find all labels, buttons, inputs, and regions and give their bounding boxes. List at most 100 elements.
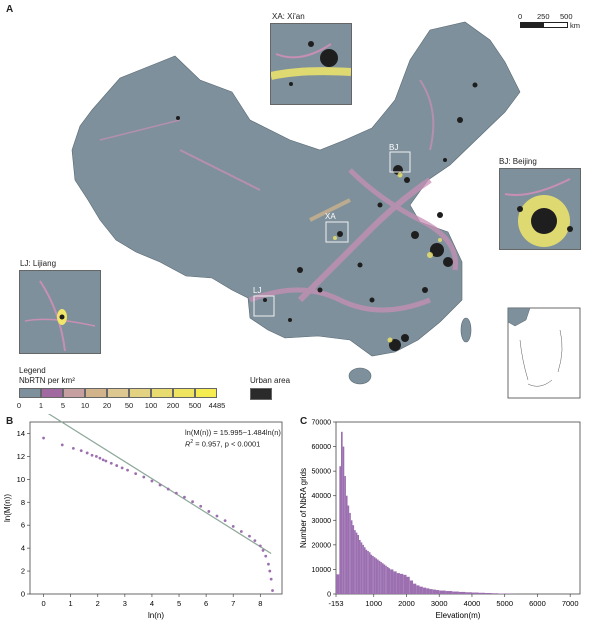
x-tick-label: 0 xyxy=(41,599,45,608)
data-point xyxy=(142,475,146,479)
panel-b-letter: B xyxy=(6,416,14,427)
taiwan-island xyxy=(460,317,472,343)
histogram-bar xyxy=(432,589,436,594)
data-point xyxy=(42,436,45,440)
legend-tick-label: 200 xyxy=(166,401,180,410)
histogram-bar xyxy=(347,505,350,594)
lj-inset-title: LJ: Lijiang xyxy=(20,259,57,268)
x-tick-label: 2 xyxy=(96,599,100,608)
y-tick-label: 60000 xyxy=(312,444,332,451)
data-point xyxy=(261,549,265,552)
xa-inset-title: XA: Xi'an xyxy=(272,12,305,21)
scale-tick-500: 500 xyxy=(560,12,573,21)
x-tick-label: 7 xyxy=(231,599,235,608)
histogram-bar xyxy=(478,592,486,594)
data-point xyxy=(215,514,219,518)
fit-line xyxy=(47,414,272,555)
data-point xyxy=(248,534,251,538)
china-mainland xyxy=(71,21,521,357)
legend-swatch xyxy=(195,388,217,398)
fit-equation: ln(M(n)) = 15.995−1.484ln(n) xyxy=(185,428,281,437)
hainan-island xyxy=(348,367,372,385)
x-tick-label: 5 xyxy=(177,599,181,608)
histogram-bar xyxy=(445,591,453,594)
bj-inset-map xyxy=(499,168,581,250)
histogram-bar xyxy=(352,525,355,594)
legend-tick-label: 10 xyxy=(80,401,90,410)
data-point xyxy=(134,472,138,475)
urban-legend-label: Urban area xyxy=(250,376,291,385)
histogram-bar xyxy=(349,512,351,594)
data-point xyxy=(223,519,227,523)
y-tick-label: 50000 xyxy=(312,469,332,476)
data-point xyxy=(239,530,243,533)
data-point xyxy=(158,483,162,487)
histogram-bar xyxy=(377,559,379,594)
histogram-bar xyxy=(372,555,374,594)
data-point xyxy=(191,500,194,504)
histogram-bar xyxy=(375,558,378,594)
lj-inset-map xyxy=(19,270,101,354)
histogram-bar xyxy=(357,535,360,594)
histogram-bar xyxy=(354,530,356,594)
data-point xyxy=(231,524,235,528)
legend-tick-label: 100 xyxy=(144,401,158,410)
histogram-bar xyxy=(368,552,371,594)
histogram-bar xyxy=(406,576,410,594)
histogram-bar xyxy=(465,592,472,594)
legend-tick-label: 4485 xyxy=(208,401,226,410)
x-tick-label: 4 xyxy=(150,599,154,608)
data-point xyxy=(199,504,203,508)
histogram-bar xyxy=(485,593,492,594)
data-point xyxy=(90,453,94,457)
xa-box-label: XA xyxy=(325,212,336,221)
histogram-bar xyxy=(345,495,348,594)
legend-title: Legend xyxy=(19,366,46,375)
data-point xyxy=(264,554,268,558)
histogram-bar xyxy=(350,520,353,594)
histogram-bar xyxy=(336,574,340,594)
legend-swatch xyxy=(63,388,85,398)
fit-stats: R2 = 0.957, p < 0.0001 xyxy=(185,439,261,449)
histogram-bar xyxy=(439,590,446,594)
y-tick-label: 70000 xyxy=(312,420,332,427)
data-point xyxy=(60,443,64,447)
scale-tick-250: 250 xyxy=(537,12,550,21)
y-axis-label: ln(M(n)) xyxy=(3,494,12,522)
histogram-bar xyxy=(426,588,430,594)
histogram-bar xyxy=(388,568,391,594)
y-tick-label: 0 xyxy=(327,592,331,599)
histogram-bar xyxy=(344,476,346,594)
histogram-bar xyxy=(452,591,459,594)
road-density xyxy=(99,79,459,313)
data-point xyxy=(174,491,178,495)
histogram-bar xyxy=(363,547,366,594)
x-tick-label: -153 xyxy=(328,599,343,608)
data-point xyxy=(150,479,154,483)
histogram-bar xyxy=(471,592,479,594)
data-point xyxy=(85,451,89,455)
legend-swatch xyxy=(19,388,41,398)
histogram-bar xyxy=(396,573,400,594)
panel-a-letter: A xyxy=(6,4,14,15)
legend-subtitle: NbRTN per km² xyxy=(19,376,75,385)
y-tick-label: 14 xyxy=(17,429,25,438)
data-point xyxy=(79,449,83,453)
legend-swatch xyxy=(41,388,63,398)
histogram-bar xyxy=(360,542,363,594)
x-tick-label: 3000 xyxy=(431,599,448,608)
histogram-bar xyxy=(413,583,417,594)
legend-tick-label: 50 xyxy=(124,401,134,410)
legend-swatch xyxy=(173,388,195,398)
histogram-bar xyxy=(393,571,397,594)
bj-inset-title: BJ: Beijing xyxy=(499,157,537,166)
xa-box xyxy=(325,221,349,243)
histogram-bar xyxy=(373,557,376,594)
y-tick-label: 10000 xyxy=(312,567,332,574)
data-point xyxy=(98,456,102,460)
y-tick-label: 2 xyxy=(21,567,25,576)
histogram-bar xyxy=(399,573,404,594)
china-map xyxy=(71,21,581,399)
data-point xyxy=(126,468,129,472)
histogram-bar xyxy=(378,560,381,594)
